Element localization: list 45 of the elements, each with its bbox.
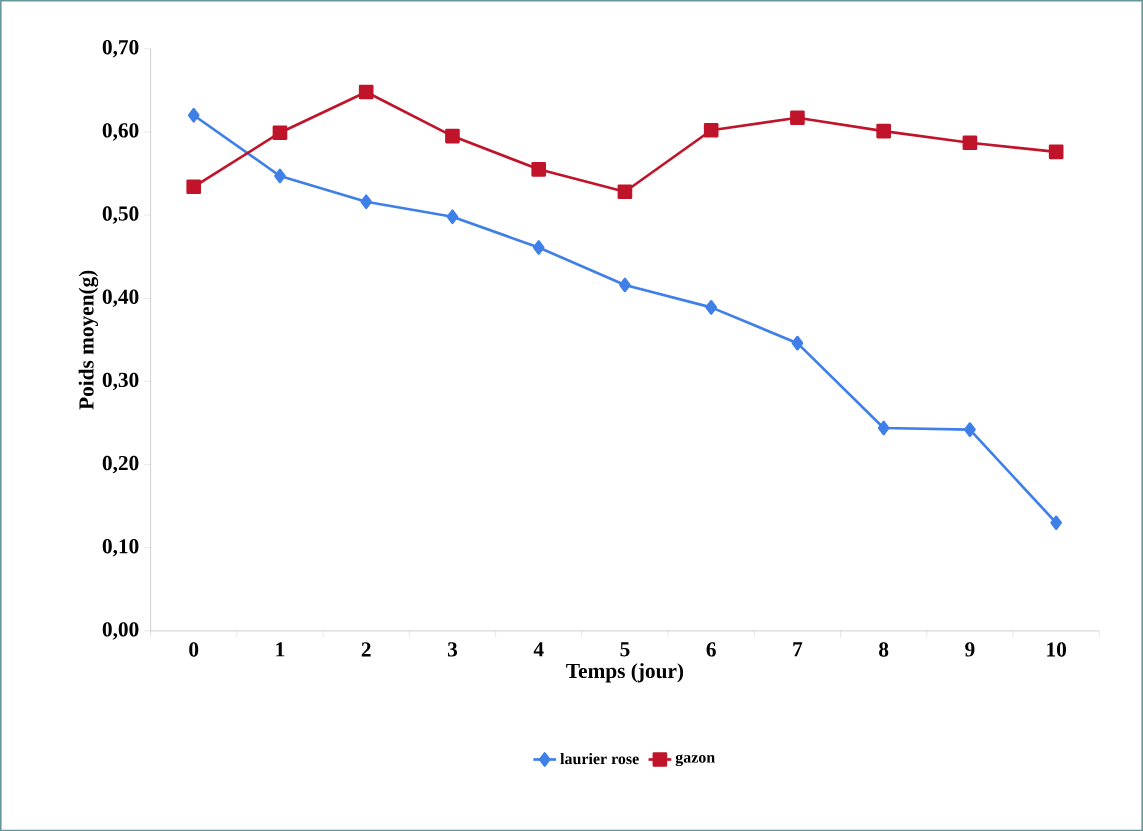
- x-tick-label: 2: [361, 642, 371, 657]
- x-axis-title: Temps (jour): [566, 662, 684, 683]
- point: [532, 239, 545, 255]
- y-tick-label: 0,20: [102, 455, 139, 474]
- point: [446, 209, 459, 224]
- point: [1048, 144, 1064, 159]
- point: [876, 123, 891, 139]
- y-tick-label: 0,30: [102, 372, 139, 390]
- legend-label: gazon: [675, 754, 715, 766]
- point: [877, 420, 890, 436]
- point: [360, 194, 373, 209]
- point: [187, 107, 200, 123]
- x-tick-label: 4: [533, 642, 544, 657]
- y-tick-label: 0,10: [102, 538, 139, 557]
- point: [445, 128, 460, 144]
- legend-label: laurier rose: [560, 752, 639, 764]
- point: [1050, 515, 1062, 530]
- point: [705, 299, 717, 315]
- point: [186, 179, 202, 194]
- x-tick-label: 3: [447, 642, 458, 657]
- point: [272, 125, 288, 140]
- point: [703, 122, 719, 138]
- x-tick-label: 5: [620, 642, 630, 657]
- x-tick-label: 10: [1047, 642, 1066, 657]
- y-tick-label: 0,00: [102, 621, 139, 640]
- point: [964, 422, 976, 437]
- point: [790, 110, 805, 125]
- x-tick-label: 0: [189, 642, 199, 657]
- x-tick-label: 1: [276, 642, 285, 657]
- x-tick-label: 7: [793, 642, 803, 657]
- x-tick-label: 9: [965, 642, 975, 657]
- point: [617, 184, 633, 199]
- y-tick-label: 0,50: [102, 206, 139, 224]
- x-tick-label: 6: [706, 642, 716, 657]
- point: [791, 335, 804, 351]
- point: [962, 135, 978, 150]
- point: [531, 161, 547, 177]
- y-tick-label: 0,40: [102, 289, 139, 307]
- point: [358, 84, 374, 100]
- y-tick-label: 0,70: [102, 39, 139, 58]
- y-axis-title: Poids moyen(g): [78, 270, 99, 410]
- point: [274, 168, 286, 184]
- x-tick-label: 8: [879, 642, 889, 657]
- y-tick-label: 0,60: [102, 122, 139, 141]
- point: [619, 277, 631, 293]
